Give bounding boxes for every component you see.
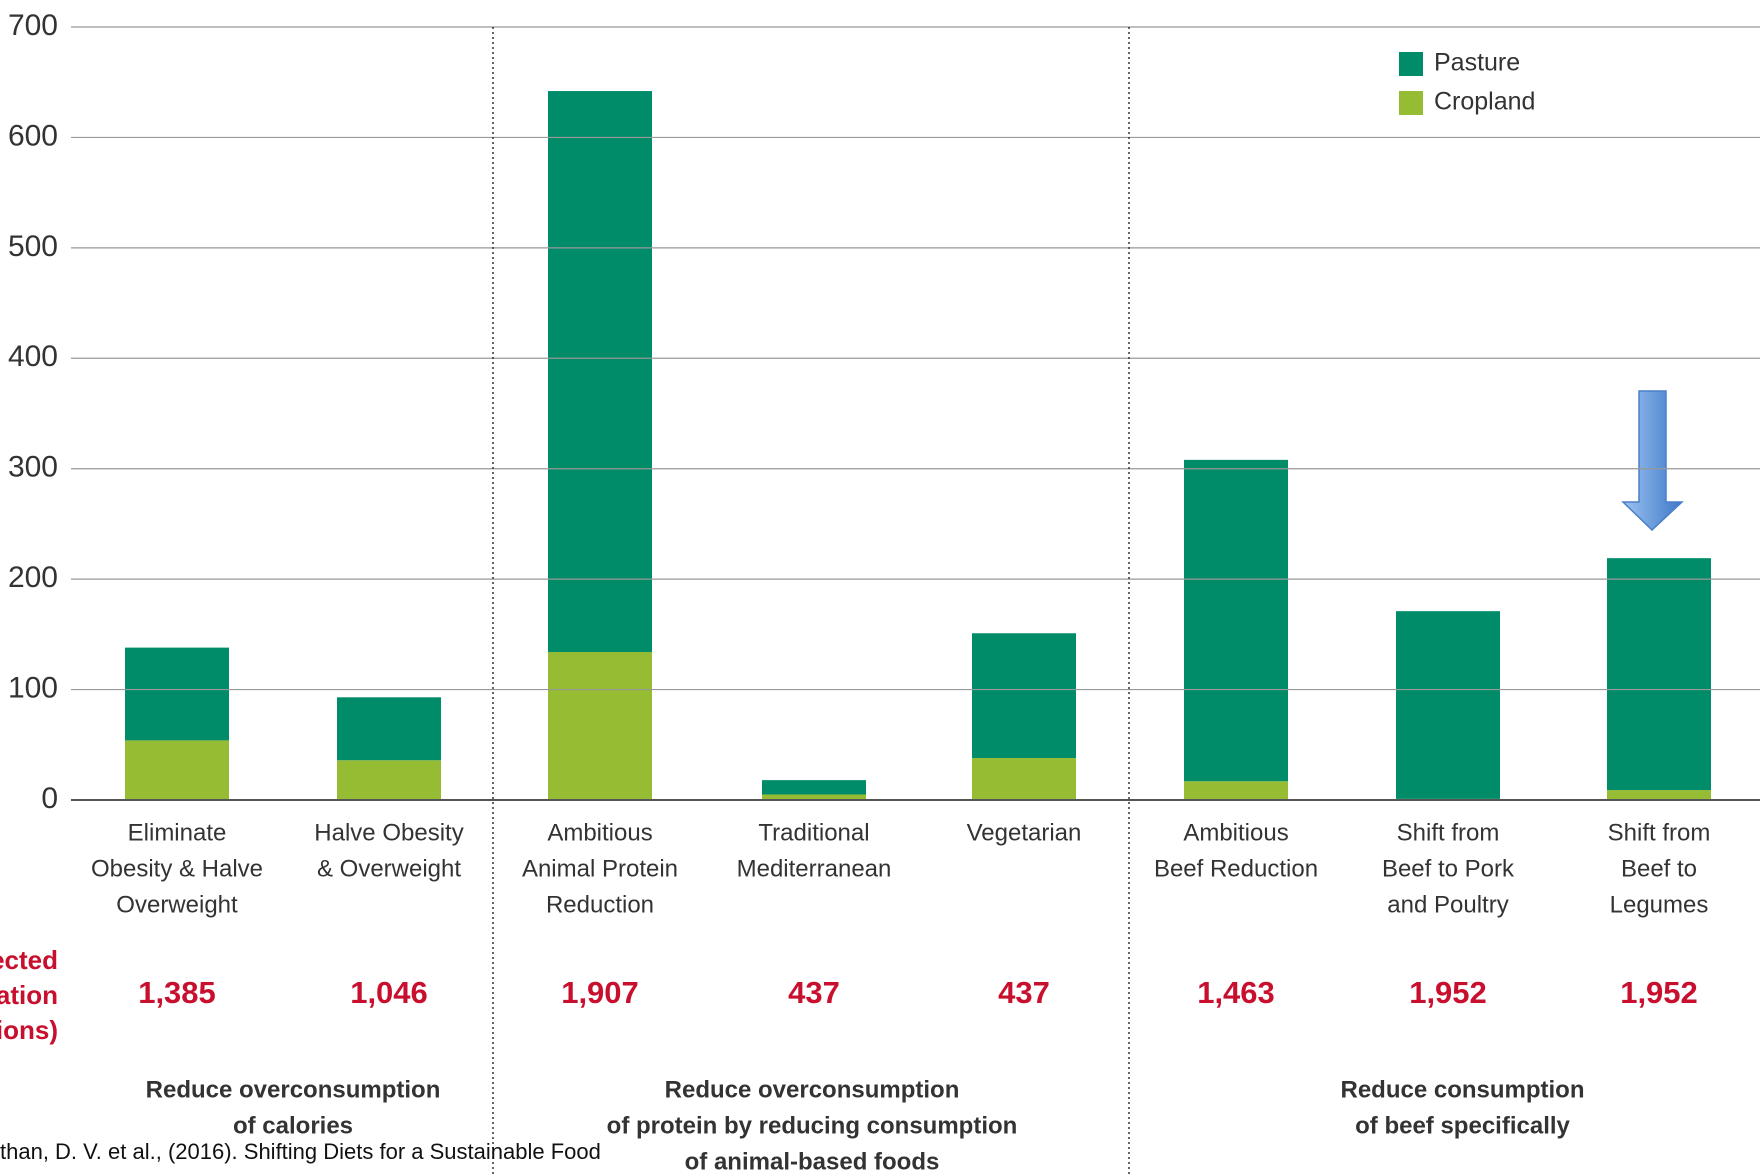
x-tick-label: Beef Reduction	[1154, 855, 1318, 882]
x-tick-label: Ambitious	[1183, 819, 1288, 846]
x-tick-label: Shift from	[1397, 819, 1500, 846]
population-label: 1,463	[1197, 975, 1275, 1010]
bar-segment	[548, 652, 652, 800]
x-tick-label: Mediterranean	[737, 855, 892, 882]
legend-label: Cropland	[1434, 88, 1535, 116]
source-citation: than, D. V. et al., (2016). Shifting Die…	[0, 1139, 601, 1164]
bar-segment	[125, 647, 229, 741]
y-tick-label: 100	[8, 671, 58, 704]
x-tick-label: and Poultry	[1387, 891, 1508, 918]
y-tick-label: 200	[8, 561, 58, 594]
population-label: 437	[788, 975, 840, 1010]
bar-segment	[337, 697, 441, 761]
bar-segment	[125, 740, 229, 800]
row-label: ected	[0, 945, 58, 975]
group-label: of animal-based foods	[685, 1148, 940, 1175]
row-label: ation	[0, 980, 58, 1010]
x-tick-label: Overweight	[116, 891, 238, 918]
population-label: 437	[998, 975, 1050, 1010]
bar-segment	[1607, 790, 1711, 800]
row-label: ions)	[0, 1015, 58, 1045]
x-tick-label: & Overweight	[317, 855, 461, 882]
population-label: 1,385	[138, 975, 216, 1010]
y-tick-label: 500	[8, 230, 58, 263]
arrow	[1621, 390, 1684, 532]
population-label: 1,952	[1620, 975, 1698, 1010]
bar-segment	[972, 633, 1076, 759]
bar-segment	[1396, 611, 1500, 799]
x-tick-label: Obesity & Halve	[91, 855, 263, 882]
x-tick-label: Eliminate	[128, 819, 227, 846]
y-tick-label: 400	[8, 340, 58, 373]
y-tick-label: 0	[41, 782, 58, 815]
bar-segment	[337, 760, 441, 800]
group-label: of calories	[233, 1112, 353, 1139]
x-tick-label: Shift from	[1608, 819, 1711, 846]
y-tick-label: 600	[8, 119, 58, 152]
x-tick-label: Legumes	[1610, 891, 1709, 918]
x-tick-label: Vegetarian	[967, 819, 1082, 846]
bar-segment	[548, 91, 652, 653]
group-label: Reduce consumption	[1340, 1076, 1584, 1103]
legend-swatch	[1399, 52, 1423, 76]
x-tick-label: Halve Obesity	[314, 819, 463, 846]
bar-segment	[762, 794, 866, 800]
y-tick-label: 700	[8, 9, 58, 42]
x-tick-label: Reduction	[546, 891, 654, 918]
population-label: 1,907	[561, 975, 639, 1010]
bar-segment	[1184, 781, 1288, 800]
x-tick-label: Beef to Pork	[1382, 855, 1515, 882]
bar-segment	[762, 780, 866, 795]
x-tick-label: Beef to	[1621, 855, 1697, 882]
bar-segment	[972, 758, 1076, 800]
legend-swatch	[1399, 91, 1423, 115]
x-tick-label: Traditional	[758, 819, 869, 846]
legend-label: Pasture	[1434, 49, 1520, 77]
group-label: of protein by reducing consumption	[607, 1112, 1018, 1139]
group-label: Reduce overconsumption	[146, 1076, 441, 1103]
group-label: Reduce overconsumption	[665, 1076, 960, 1103]
population-label: 1,046	[350, 975, 428, 1010]
bar-segment	[1607, 558, 1711, 791]
x-tick-label: Ambitious	[547, 819, 652, 846]
x-tick-label: Animal Protein	[522, 855, 678, 882]
group-label: of beef specifically	[1355, 1112, 1570, 1139]
bar-segment	[1184, 459, 1288, 782]
y-tick-label: 300	[8, 451, 58, 484]
population-label: 1,952	[1409, 975, 1487, 1010]
